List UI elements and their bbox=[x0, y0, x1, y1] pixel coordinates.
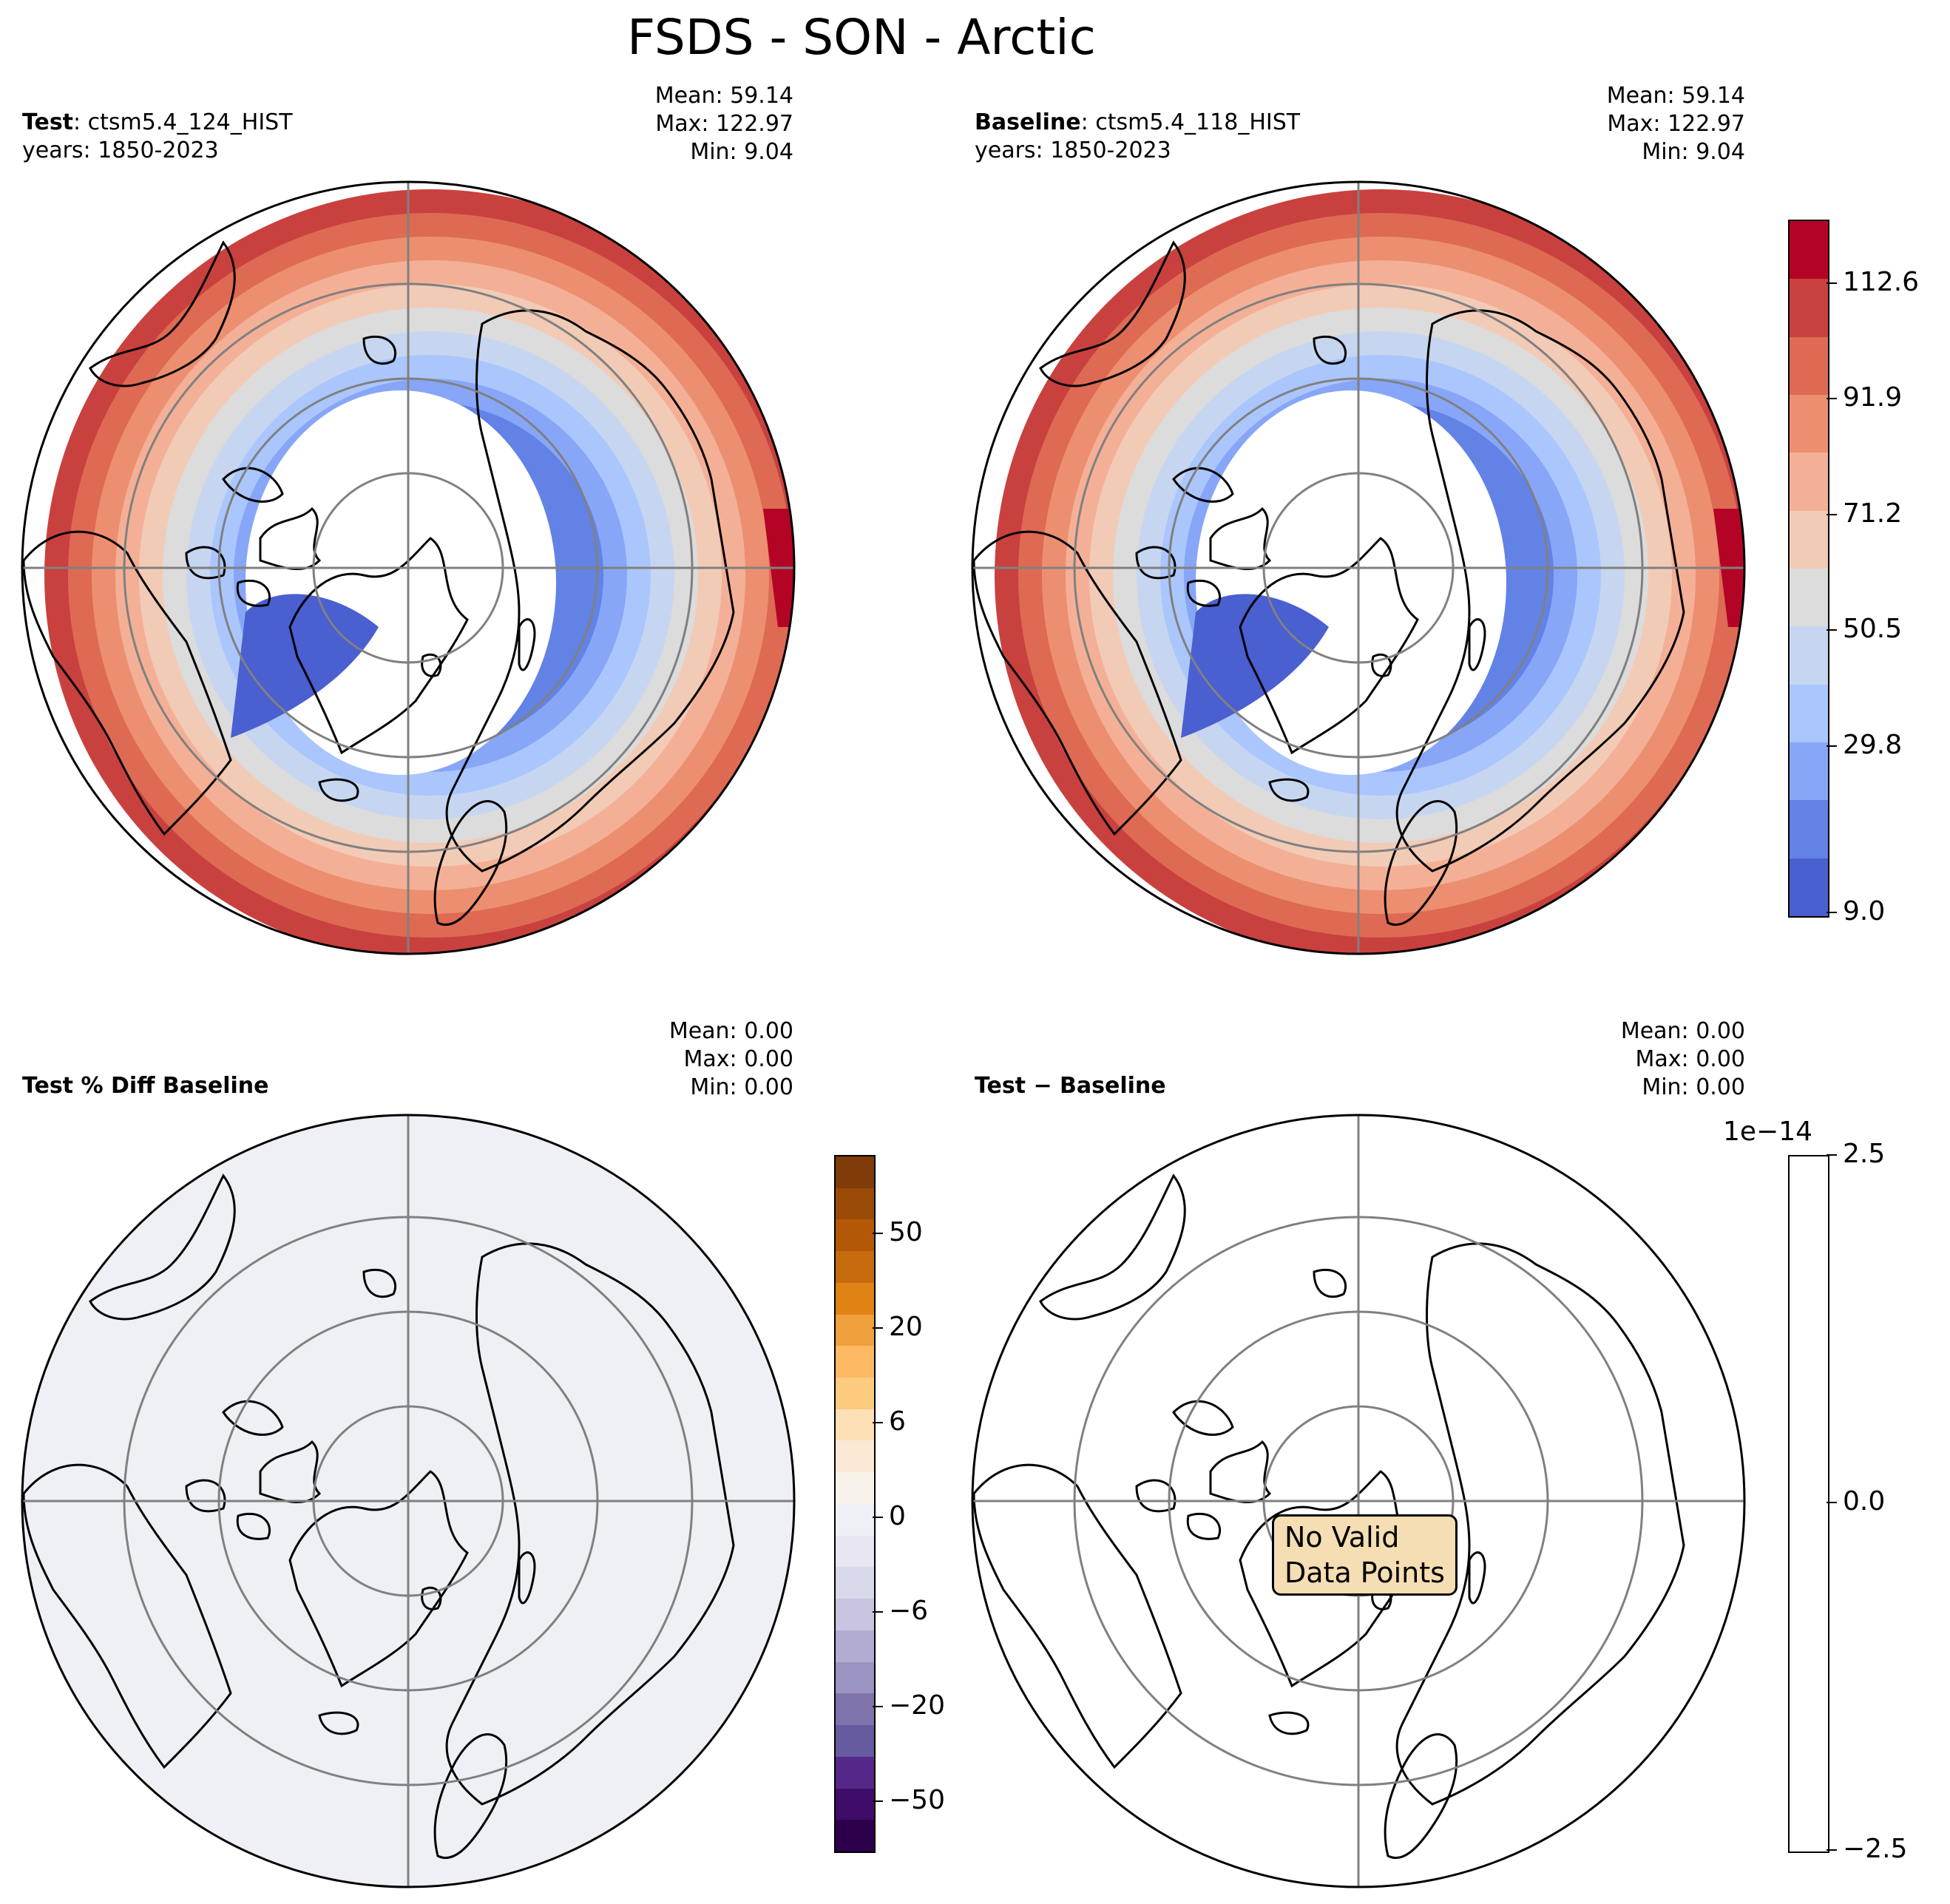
map-boundary bbox=[971, 180, 1746, 955]
main-cb-tick: 50.5 bbox=[1827, 614, 1902, 644]
test-label-bold: Test bbox=[22, 109, 74, 135]
colorbar-segment bbox=[836, 1440, 874, 1473]
colorbar-segment bbox=[1790, 221, 1828, 279]
baseline-years: years: 1850-2023 bbox=[975, 138, 1171, 163]
colorbar-segment bbox=[1790, 858, 1828, 916]
main-colorbar-ticks: 112.6 91.9 71.2 50.5 29.8 9.0 bbox=[1827, 220, 1945, 926]
colorbar-segment bbox=[836, 1503, 874, 1536]
colorbar-segment bbox=[836, 1725, 874, 1757]
colorbar-segment bbox=[836, 1219, 874, 1252]
colorbar-segment bbox=[1790, 279, 1828, 337]
colorbar-segment bbox=[836, 1377, 874, 1409]
pctdiff-panel-label: Test % Diff Baseline bbox=[22, 1073, 269, 1099]
colorbar-segment bbox=[1790, 742, 1828, 801]
colorbar-segment bbox=[836, 1409, 874, 1441]
pct-cb-tick: −20 bbox=[873, 1690, 945, 1721]
main-cb-tick: 112.6 bbox=[1827, 267, 1919, 297]
map-panel-4 bbox=[972, 1115, 1744, 1887]
baseline-label-case: : ctsm5.4_118_HIST bbox=[1080, 109, 1301, 135]
diff-stats: Mean: 0.00 Max: 0.00 Min: 0.00 bbox=[1514, 1017, 1745, 1102]
pct-colorbar-ticks: 50 20 6 0 −6 −20 −50 bbox=[873, 1155, 991, 1850]
pct-cb-tick: 20 bbox=[873, 1312, 923, 1342]
colorbar-segment bbox=[836, 1820, 874, 1852]
pct-colorbar bbox=[834, 1155, 876, 1853]
figure-title: FSDS - SON - Arctic bbox=[627, 9, 1096, 66]
map-panel-3 bbox=[22, 1115, 794, 1887]
pctdiff-stats: Mean: 0.00 Max: 0.00 Min: 0.00 bbox=[562, 1017, 793, 1102]
greenland-field bbox=[231, 594, 379, 738]
map-boundary bbox=[971, 1114, 1746, 1888]
colorbar-segment bbox=[1790, 453, 1828, 511]
main-cb-tick: 71.2 bbox=[1827, 498, 1902, 529]
message-line-1: No Valid bbox=[1284, 1521, 1400, 1554]
test-stat-min: Min: 9.04 bbox=[690, 139, 793, 165]
diff-colorbar-ticks: 2.5 0.0 −2.5 bbox=[1827, 1139, 1945, 1864]
main-colorbar bbox=[1788, 220, 1829, 918]
baseline-stat-mean: Mean: 59.14 bbox=[1606, 83, 1745, 109]
colorbar-segment bbox=[836, 1630, 874, 1662]
colorbar-segment bbox=[836, 1472, 874, 1504]
diff-stat-mean: Mean: 0.00 bbox=[1620, 1018, 1745, 1044]
colorbar-segment bbox=[836, 1251, 874, 1283]
colorbar-segment bbox=[836, 1756, 874, 1789]
diff-panel-label: Test − Baseline bbox=[975, 1073, 1166, 1099]
diff-cb-tick: −2.5 bbox=[1827, 1834, 1907, 1864]
map-panel-2 bbox=[972, 182, 1744, 954]
diff-colorbar-exponent: 1e−14 bbox=[1723, 1117, 1813, 1147]
pct-cb-tick: −50 bbox=[873, 1785, 945, 1815]
test-label-case: : ctsm5.4_124_HIST bbox=[73, 109, 293, 135]
pct-cb-tick: 0 bbox=[873, 1501, 906, 1531]
test-stats: Mean: 59.14 Max: 122.97 Min: 9.04 bbox=[562, 82, 793, 166]
main-cb-tick: 9.0 bbox=[1827, 896, 1885, 926]
map-boundary bbox=[21, 180, 796, 955]
colorbar-segment bbox=[836, 1156, 874, 1188]
baseline-stats: Mean: 59.14 Max: 122.97 Min: 9.04 bbox=[1514, 82, 1745, 166]
test-stat-mean: Mean: 59.14 bbox=[654, 83, 793, 109]
colorbar-segment bbox=[836, 1693, 874, 1726]
baseline-panel-label: Baseline: ctsm5.4_118_HIST bbox=[975, 109, 1300, 137]
pctdiff-stat-mean: Mean: 0.00 bbox=[668, 1018, 793, 1044]
colorbar-segment bbox=[836, 1188, 874, 1220]
colorbar-segment bbox=[1790, 336, 1828, 396]
colorbar-segment bbox=[836, 1535, 874, 1568]
colorbar-segment bbox=[1790, 684, 1828, 743]
map-boundary bbox=[21, 1114, 796, 1888]
pct-cb-tick: 50 bbox=[873, 1217, 923, 1247]
colorbar-segment bbox=[836, 1314, 874, 1346]
pctdiff-stat-min: Min: 0.00 bbox=[690, 1074, 793, 1100]
main-cb-tick: 29.8 bbox=[1827, 730, 1902, 760]
message-line-2: Data Points bbox=[1284, 1556, 1445, 1589]
diff-cb-tick: 2.5 bbox=[1827, 1139, 1885, 1169]
colorbar-segment bbox=[1790, 626, 1828, 685]
test-years: years: 1850-2023 bbox=[22, 138, 219, 163]
map-panel-1 bbox=[22, 182, 794, 954]
colorbar-segment bbox=[836, 1567, 874, 1599]
colorbar-segment bbox=[836, 1346, 874, 1378]
diff-stat-max: Max: 0.00 bbox=[1635, 1046, 1745, 1072]
colorbar-segment bbox=[836, 1599, 874, 1630]
baseline-stat-max: Max: 122.97 bbox=[1607, 111, 1745, 137]
no-valid-data-message: No Valid Data Points bbox=[1272, 1514, 1458, 1596]
pct-cb-tick: −6 bbox=[873, 1596, 928, 1626]
test-stat-max: Max: 122.97 bbox=[655, 111, 793, 137]
colorbar-segment bbox=[836, 1661, 874, 1694]
greenland-field bbox=[1181, 594, 1329, 738]
colorbar-segment bbox=[836, 1788, 874, 1820]
colorbar-segment bbox=[1790, 395, 1828, 453]
pctdiff-stat-max: Max: 0.00 bbox=[683, 1046, 793, 1072]
diff-cb-tick: 0.0 bbox=[1827, 1486, 1885, 1517]
baseline-stat-min: Min: 9.04 bbox=[1642, 139, 1745, 165]
colorbar-segment bbox=[1790, 569, 1828, 627]
test-panel-label: Test: ctsm5.4_124_HIST bbox=[22, 109, 293, 137]
colorbar-segment bbox=[1790, 800, 1828, 858]
baseline-label-bold: Baseline bbox=[975, 109, 1081, 135]
diff-stat-min: Min: 0.00 bbox=[1642, 1074, 1745, 1100]
main-cb-tick: 91.9 bbox=[1827, 382, 1902, 413]
diff-colorbar bbox=[1788, 1155, 1829, 1853]
pct-cb-tick: 6 bbox=[873, 1406, 906, 1437]
colorbar-segment bbox=[1790, 510, 1828, 569]
colorbar-segment bbox=[836, 1282, 874, 1315]
